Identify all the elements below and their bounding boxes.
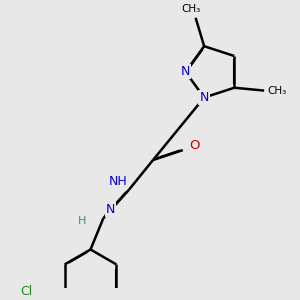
Text: N: N — [106, 203, 115, 216]
Text: CH₃: CH₃ — [267, 85, 286, 96]
Text: CH₃: CH₃ — [182, 4, 201, 14]
Text: Cl: Cl — [20, 285, 32, 298]
Text: N: N — [200, 91, 209, 104]
Text: H: H — [78, 216, 86, 226]
Text: N: N — [181, 65, 190, 78]
Text: NH: NH — [109, 176, 128, 188]
Text: O: O — [190, 139, 200, 152]
